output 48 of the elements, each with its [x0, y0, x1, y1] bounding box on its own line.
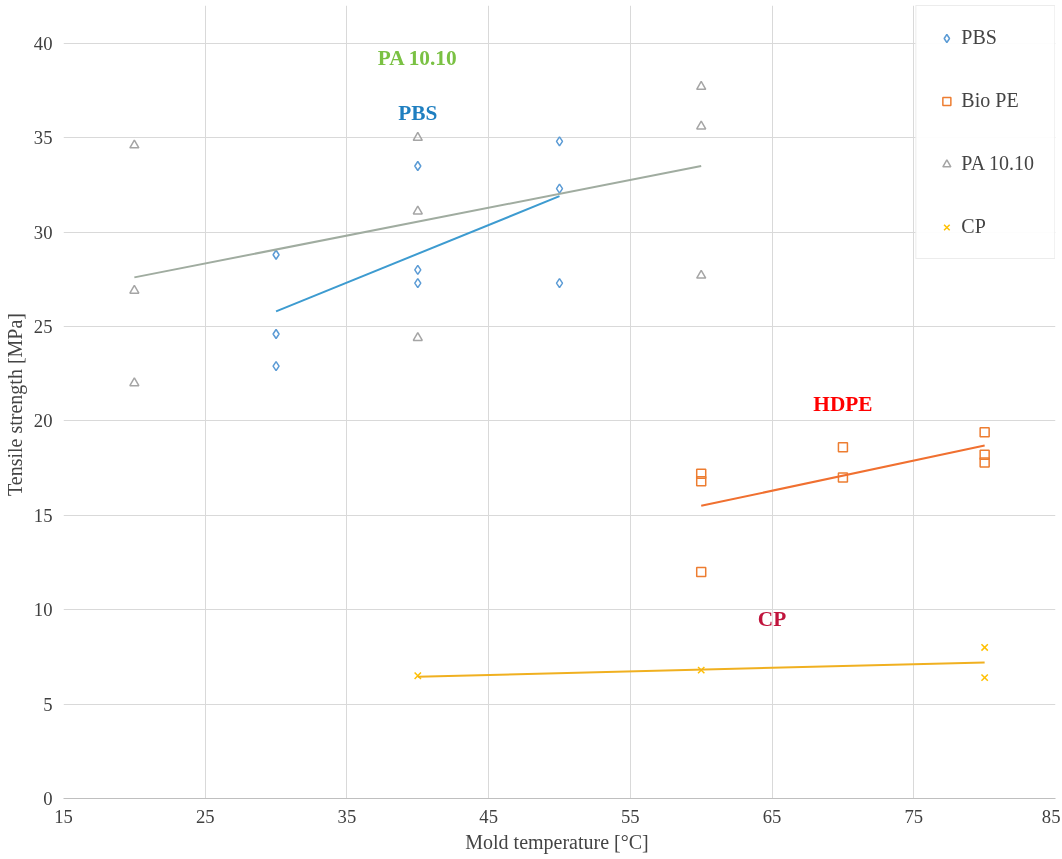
point	[555, 136, 564, 147]
point	[129, 377, 140, 387]
point	[412, 331, 424, 342]
y-tick-label: 0	[43, 788, 53, 809]
x-tick-label: 55	[621, 805, 640, 827]
x-tick-label: 65	[762, 805, 782, 827]
y-tick-label: 20	[33, 410, 53, 432]
y-axis-title: Tensile strength [MPa]	[3, 312, 27, 496]
y-tick-label: 40	[33, 32, 53, 54]
point	[837, 442, 849, 453]
x-axis-title: Mold temperature [°C]	[465, 830, 649, 854]
point	[695, 120, 707, 130]
x-tick-label: 75	[904, 805, 924, 827]
point	[695, 269, 707, 279]
point	[129, 139, 140, 149]
annotation: CP	[757, 607, 787, 632]
y-tick-label: 30	[33, 221, 53, 243]
y-tick-label: 10	[33, 599, 53, 621]
point	[129, 284, 140, 294]
point	[412, 205, 424, 215]
point	[979, 457, 990, 468]
y-tick-label: 35	[33, 127, 53, 149]
point	[695, 566, 707, 578]
y-tick-label: 15	[33, 504, 53, 526]
legend-label: PA 10.10	[961, 152, 1034, 175]
x-tick-label: 35	[337, 805, 357, 827]
legend-label: PBS	[961, 26, 997, 49]
annotation: HDPE	[813, 391, 873, 416]
point	[272, 249, 280, 260]
y-tick-label: 25	[33, 315, 53, 337]
point	[555, 183, 564, 194]
point	[695, 476, 707, 487]
y-tick-label: 5	[43, 693, 53, 715]
x-tick-label: 45	[479, 805, 498, 827]
point	[837, 472, 849, 483]
annotation: PA 10.10	[377, 46, 457, 71]
legend-label: Bio PE	[961, 89, 1019, 112]
x-tick-label: 85	[1041, 805, 1061, 827]
point	[980, 673, 989, 682]
point	[695, 80, 707, 91]
point	[979, 449, 990, 461]
point	[979, 426, 990, 438]
point	[555, 277, 564, 289]
legend-label: CP	[961, 215, 986, 238]
point	[412, 131, 424, 142]
x-tick-label: 25	[195, 805, 215, 827]
point	[695, 468, 707, 479]
annotation: PBS	[398, 101, 438, 126]
